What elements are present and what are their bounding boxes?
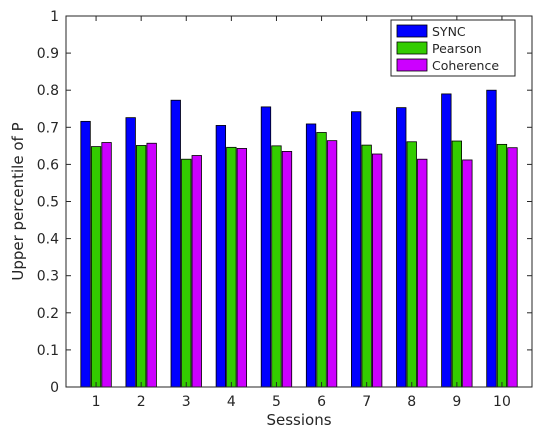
bar-pearson-session-8 <box>406 141 417 388</box>
bar-coherence-session-4 <box>236 148 248 388</box>
x-tick-label: 7 <box>362 394 371 410</box>
legend-label-coherence: Coherence <box>432 58 499 73</box>
bar-sync-session-7 <box>351 111 362 388</box>
x-tick-label: 4 <box>227 394 236 410</box>
bar-pearson-session-9 <box>451 140 463 388</box>
bar-sync-session-8 <box>396 107 407 388</box>
x-tick-label: 1 <box>92 394 101 410</box>
bar-coherence-session-5 <box>281 151 293 388</box>
y-tick-label: 0.9 <box>37 46 59 62</box>
bar-pearson-session-2 <box>136 145 147 388</box>
x-tick-label: 6 <box>317 394 326 410</box>
y-tick-label: 1 <box>50 9 59 25</box>
bar-sync-session-9 <box>441 93 452 388</box>
bar-coherence-session-10 <box>507 147 518 388</box>
bar-pearson-session-10 <box>496 143 508 388</box>
x-tick-label: 8 <box>407 394 416 410</box>
bar-coherence-session-1 <box>101 142 112 388</box>
bar-sync-session-6 <box>305 123 317 388</box>
y-tick-label: 0.2 <box>37 306 59 322</box>
y-tick-label: 0 <box>50 380 59 396</box>
bar-sync-session-5 <box>260 106 272 388</box>
legend-swatch-pearson <box>396 41 428 55</box>
bar-coherence-session-9 <box>462 159 473 388</box>
y-tick-label: 0.3 <box>37 269 59 285</box>
y-tick-label: 0.1 <box>37 343 59 359</box>
bar-coherence-session-2 <box>146 142 157 388</box>
bar-coherence-session-7 <box>372 153 383 388</box>
x-axis-label: Sessions <box>266 411 331 429</box>
y-axis-label: Upper percentile of P <box>9 122 27 280</box>
y-tick-label: 0.5 <box>37 195 59 211</box>
y-tick-label: 0.7 <box>37 120 59 136</box>
x-tick-label: 5 <box>272 394 281 410</box>
y-tick-label: 0.8 <box>37 83 59 99</box>
x-tick-label: 2 <box>137 394 146 410</box>
legend-label-pearson: Pearson <box>432 41 482 56</box>
legend-swatch-sync <box>396 24 428 38</box>
ticks-group: 0 0.1 0.2 0.3 0.4 0.5 0.6 0.7 0.8 0.9 1 1 2 3 4 5 6 7 8 9 10 <box>37 9 532 410</box>
bar-pearson-session-7 <box>361 144 372 388</box>
x-tick-label: 3 <box>182 394 191 410</box>
bar-pearson-session-1 <box>90 146 102 388</box>
bar-sync-session-2 <box>125 117 136 388</box>
bar-coherence-session-6 <box>326 140 338 388</box>
y-tick-label: 0.6 <box>37 157 59 173</box>
y-tick-label: 0.4 <box>37 232 59 248</box>
bar-sync-session-3 <box>170 99 181 388</box>
legend-label-sync: SYNC <box>432 24 466 39</box>
bar-sync-session-4 <box>215 125 227 388</box>
bar-sync-session-10 <box>486 89 497 388</box>
bar-coherence-session-8 <box>417 158 428 388</box>
bar-pearson-session-6 <box>316 132 327 388</box>
bar-sync-session-1 <box>80 120 91 388</box>
bar-pearson-session-4 <box>226 146 237 388</box>
legend: SYNC Pearson Coherence <box>390 19 516 77</box>
x-tick-label: 10 <box>493 394 511 410</box>
legend-swatch-coherence <box>396 58 428 72</box>
bar-coherence-session-3 <box>191 155 202 388</box>
bar-pearson-session-3 <box>181 158 192 388</box>
bar-pearson-session-5 <box>271 145 282 388</box>
x-tick-label: 9 <box>452 394 461 410</box>
